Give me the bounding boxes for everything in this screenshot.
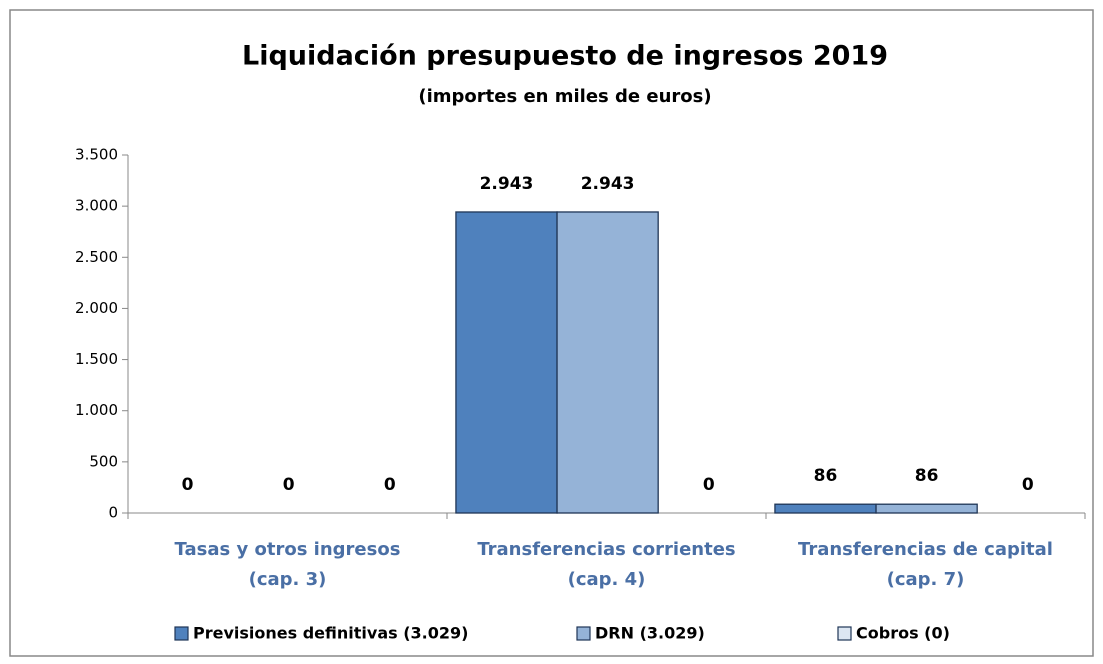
y-tick-label: 1.000 [75,401,118,419]
legend-swatch [837,626,852,641]
legend-label: Cobros (0) [856,624,950,643]
y-tick-label: 500 [89,452,118,470]
bar [774,503,877,514]
x-tick-label: (cap. 4) [568,569,646,590]
value-label: 0 [384,475,396,495]
legend-swatch [174,626,189,641]
value-label: 86 [915,466,939,486]
value-label: 0 [283,475,295,495]
value-label: 2.943 [581,174,635,194]
x-tick-label: Transferencias de capital [798,539,1053,560]
y-tick-label: 0 [108,504,118,522]
x-tick-label: (cap. 7) [887,569,965,590]
chart-subtitle: (importes en miles de euros) [418,86,711,107]
y-tick-label: 3.500 [75,146,118,164]
legend-swatch [576,626,591,641]
value-label: 0 [1022,475,1034,495]
bar [875,503,978,514]
x-tick-label: Transferencias corrientes [477,539,735,560]
legend-label: Previsiones definitivas (3.029) [193,624,468,643]
value-label: 86 [814,466,838,486]
y-tick-label: 2.000 [75,299,118,317]
value-label: 0 [182,475,194,495]
chart-title: Liquidación presupuesto de ingresos 2019 [242,41,888,72]
value-label: 2.943 [480,174,534,194]
legend-label: DRN (3.029) [595,624,705,643]
x-tick-label: Tasas y otros ingresos [175,539,401,560]
y-tick-label: 2.500 [75,248,118,266]
value-label: 0 [703,475,715,495]
y-tick-label: 1.500 [75,350,118,368]
bar [455,211,558,514]
y-tick-label: 3.000 [75,197,118,215]
x-tick-label: (cap. 3) [249,569,327,590]
bar [556,211,659,514]
